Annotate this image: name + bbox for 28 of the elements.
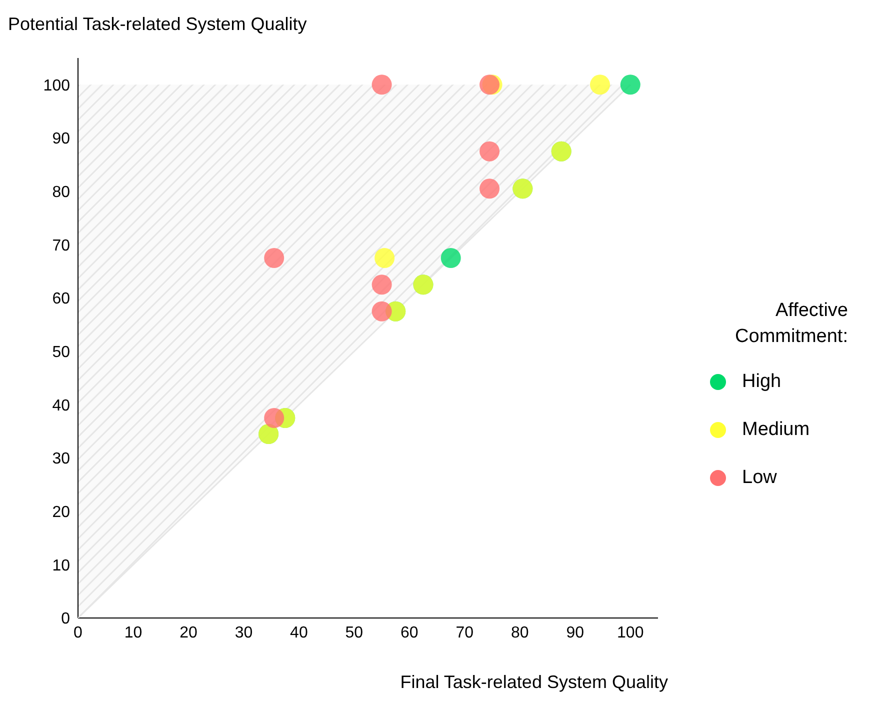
x-tick-label: 30 xyxy=(234,624,253,642)
y-tick-label: 50 xyxy=(52,344,70,362)
x-tick-label: 40 xyxy=(290,624,308,642)
legend-title: Affective Commitment: xyxy=(734,299,848,349)
x-tick-label: 60 xyxy=(400,624,418,642)
x-axis-title: Final Task-related System Quality xyxy=(400,672,668,693)
x-tick-label: 100 xyxy=(617,624,644,642)
y-tick-label: 30 xyxy=(52,450,70,468)
x-tick-label: 50 xyxy=(345,624,364,642)
y-tick-label: 90 xyxy=(52,130,70,148)
x-tick-label: 90 xyxy=(566,624,584,642)
y-tick-label: 40 xyxy=(52,397,70,414)
legend-label: Medium xyxy=(742,419,810,441)
legend-label: Low xyxy=(742,467,777,489)
x-tick-label: 10 xyxy=(124,624,142,642)
x-tick-label: 20 xyxy=(180,624,198,642)
y-tick-label: 20 xyxy=(52,504,70,522)
x-tick-label: 80 xyxy=(511,624,529,642)
y-tick-label: 70 xyxy=(52,237,70,254)
y-tick-label: 0 xyxy=(61,610,70,628)
y-tick-label: 100 xyxy=(43,77,70,94)
y-tick-label: 10 xyxy=(52,557,70,574)
x-tick-label: 70 xyxy=(456,624,474,642)
x-tick-label: 0 xyxy=(74,624,83,642)
y-tick-label: 80 xyxy=(52,184,70,202)
y-axis-title: Potential Task-related System Quality xyxy=(8,14,307,35)
y-tick-label: 60 xyxy=(52,290,70,308)
legend-label: High xyxy=(742,371,782,393)
